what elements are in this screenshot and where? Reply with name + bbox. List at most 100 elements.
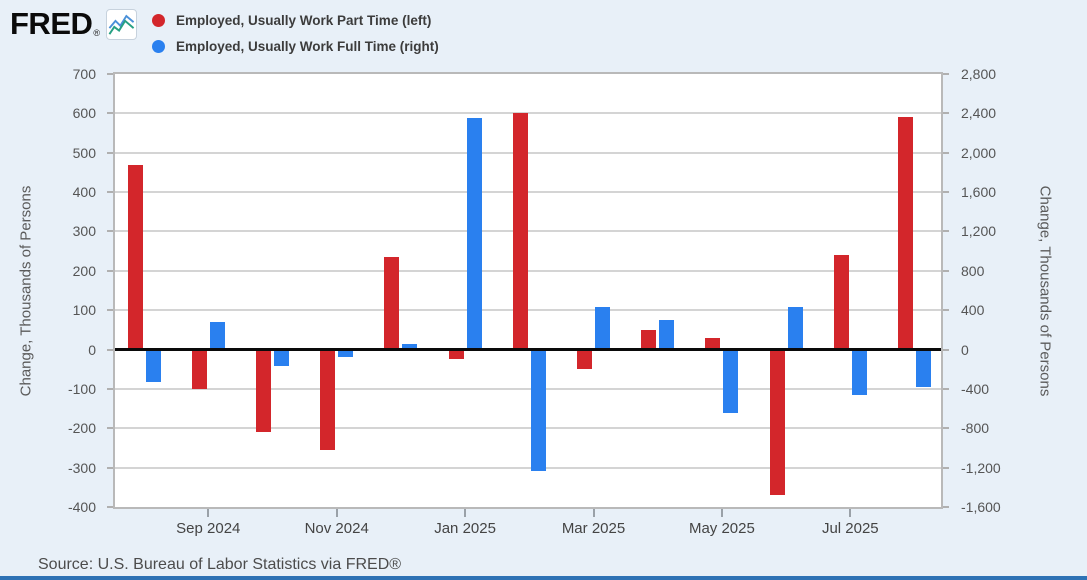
left-axis-tick-label: 100 bbox=[72, 302, 96, 319]
left-tick-mark bbox=[107, 466, 113, 469]
x-axis-tick-mark bbox=[720, 509, 723, 517]
right-axis-tick-label: 400 bbox=[961, 302, 985, 319]
legend-label-part-time: Employed, Usually Work Part Time (left) bbox=[176, 12, 432, 28]
right-axis-tick-label: -800 bbox=[961, 420, 990, 437]
gridline bbox=[115, 466, 941, 469]
x-axis-tick-label: May 2025 bbox=[688, 520, 755, 537]
bar-full-time[interactable] bbox=[916, 349, 931, 387]
right-tick-mark bbox=[943, 151, 949, 154]
bar-full-time[interactable] bbox=[209, 321, 225, 350]
legend-item-full-time[interactable]: Employed, Usually Work Full Time (right) bbox=[152, 33, 439, 59]
gridline bbox=[115, 387, 941, 390]
right-tick-mark bbox=[943, 112, 949, 115]
bar-part-time[interactable] bbox=[577, 349, 592, 370]
right-axis-tick-label: 2,400 bbox=[961, 105, 997, 122]
bar-part-time[interactable] bbox=[641, 329, 657, 350]
legend-dot-part-time bbox=[152, 13, 165, 27]
right-tick-mark bbox=[943, 348, 949, 351]
bar-full-time[interactable] bbox=[466, 118, 482, 350]
bar-part-time[interactable] bbox=[769, 349, 785, 496]
left-axis-tick-label: 0 bbox=[88, 341, 96, 358]
left-tick-mark bbox=[107, 506, 113, 508]
bar-part-time[interactable] bbox=[705, 337, 721, 350]
left-tick-mark bbox=[107, 269, 113, 272]
bar-full-time[interactable] bbox=[595, 307, 610, 350]
bar-full-time[interactable] bbox=[723, 349, 739, 413]
left-tick-mark bbox=[107, 230, 113, 233]
right-tick-mark bbox=[943, 427, 949, 430]
right-tick-mark bbox=[943, 191, 949, 194]
x-axis-tick-label: Jan 2025 bbox=[434, 520, 496, 537]
gridline bbox=[115, 112, 941, 115]
x-axis-tick-label: Mar 2025 bbox=[561, 520, 626, 537]
right-tick-mark bbox=[943, 387, 949, 390]
bar-part-time[interactable] bbox=[512, 113, 528, 350]
gridline bbox=[115, 269, 941, 272]
gridline bbox=[115, 191, 941, 194]
left-tick-mark bbox=[107, 427, 113, 430]
bar-part-time[interactable] bbox=[448, 349, 464, 360]
right-axis-tick-label: 1,200 bbox=[961, 223, 997, 240]
chart-legend: Employed, Usually Work Part Time (left) … bbox=[152, 7, 439, 59]
bar-part-time[interactable] bbox=[191, 349, 207, 389]
left-axis-title: Change, Thousands of Persons bbox=[17, 185, 35, 397]
bar-part-time[interactable] bbox=[833, 255, 849, 350]
legend-label-full-time: Employed, Usually Work Full Time (right) bbox=[176, 38, 439, 54]
left-tick-mark bbox=[107, 309, 113, 312]
gridline bbox=[115, 151, 941, 154]
bar-part-time[interactable] bbox=[384, 257, 400, 350]
x-axis-tick-mark bbox=[592, 509, 595, 517]
x-axis-tick-mark bbox=[464, 509, 467, 517]
gridline bbox=[115, 230, 941, 233]
left-axis-tick-label: 500 bbox=[72, 144, 96, 161]
bar-full-time[interactable] bbox=[338, 349, 354, 357]
x-axis-tick-mark bbox=[849, 509, 852, 517]
bar-part-time[interactable] bbox=[127, 164, 143, 350]
left-axis-tick-label: 600 bbox=[72, 105, 96, 122]
right-tick-mark bbox=[943, 269, 949, 272]
legend-item-part-time[interactable]: Employed, Usually Work Part Time (left) bbox=[152, 7, 439, 33]
left-axis-tick-label: 300 bbox=[72, 223, 96, 240]
right-tick-mark bbox=[943, 466, 949, 469]
left-axis-tick-label: 200 bbox=[72, 262, 96, 279]
left-axis-tick-label: 700 bbox=[72, 66, 96, 82]
right-axis-tick-label: -400 bbox=[961, 380, 990, 397]
bar-full-time[interactable] bbox=[402, 343, 418, 350]
bar-full-time[interactable] bbox=[659, 319, 675, 350]
right-axis-tick-label: 800 bbox=[961, 262, 985, 279]
bar-full-time[interactable] bbox=[851, 349, 867, 396]
right-tick-mark bbox=[943, 506, 949, 508]
left-tick-mark bbox=[107, 151, 113, 154]
bar-full-time[interactable] bbox=[145, 349, 161, 382]
legend-dot-full-time bbox=[152, 39, 165, 53]
source-note: Source: U.S. Bureau of Labor Statistics … bbox=[38, 556, 402, 573]
bar-full-time[interactable] bbox=[787, 307, 803, 350]
gridline bbox=[115, 309, 941, 312]
x-axis-tick-mark bbox=[207, 509, 210, 517]
x-axis-tick-label: Nov 2024 bbox=[304, 520, 369, 537]
right-axis-tick-label: 0 bbox=[961, 341, 969, 358]
right-axis-tick-label: 1,600 bbox=[961, 184, 997, 201]
left-axis-tick-label: -200 bbox=[67, 420, 96, 437]
bar-part-time[interactable] bbox=[256, 349, 271, 433]
bar-full-time[interactable] bbox=[274, 349, 289, 367]
gridline bbox=[115, 427, 941, 430]
left-axis-tick-label: -300 bbox=[67, 459, 96, 476]
fred-sparkline-icon bbox=[106, 9, 138, 40]
right-tick-mark bbox=[943, 309, 949, 312]
left-tick-mark bbox=[107, 191, 113, 194]
right-axis-tick-label: -1,200 bbox=[961, 459, 1001, 476]
bottom-accent-bar bbox=[0, 576, 1087, 580]
bar-full-time[interactable] bbox=[530, 349, 546, 471]
left-axis-tick-label: -100 bbox=[67, 380, 96, 397]
fred-logo[interactable]: FRED ® bbox=[10, 6, 138, 41]
left-tick-mark bbox=[107, 73, 113, 75]
bar-part-time[interactable] bbox=[898, 117, 913, 350]
right-axis-title: Change, Thousands of Persons bbox=[1036, 185, 1054, 397]
fred-logo-text: FRED bbox=[10, 6, 93, 41]
bar-part-time[interactable] bbox=[320, 349, 336, 450]
registered-mark-icon: ® bbox=[93, 28, 101, 38]
x-axis-tick-label: Jul 2025 bbox=[821, 520, 879, 537]
left-axis-tick-label: 400 bbox=[72, 184, 96, 201]
